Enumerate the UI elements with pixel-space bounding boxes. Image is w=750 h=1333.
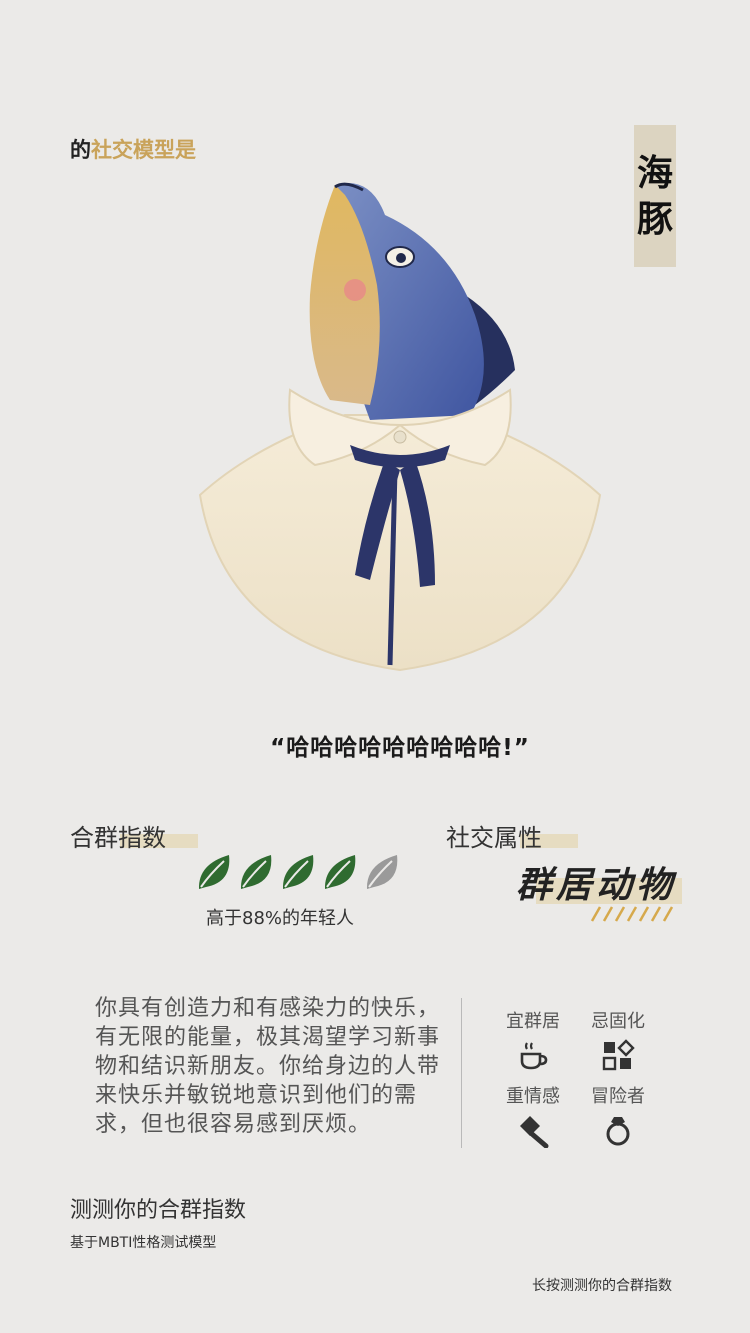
- quote-text: “哈哈哈哈哈哈哈哈哈!”: [270, 735, 530, 761]
- trait-label: 忌固化: [591, 1011, 645, 1032]
- attribute-title-highlight: [520, 834, 578, 848]
- vertical-divider: [461, 998, 462, 1148]
- hammer-icon: [520, 1116, 549, 1148]
- score-title-text: 合群指数: [70, 824, 166, 852]
- leaf-filled-icon: [282, 855, 314, 889]
- trait-emotional: 重情感: [489, 1082, 577, 1148]
- score-caption: 高于88%的年轻人: [206, 908, 355, 929]
- trait-avoid-rigidity: 忌固化: [574, 1007, 662, 1073]
- animal-name-char-2: 豚: [636, 198, 673, 240]
- leaf-rating: [196, 852, 400, 892]
- leaf-empty-icon: [366, 855, 398, 889]
- stripes-decoration: [590, 906, 674, 922]
- attribute-value: 群居动物: [516, 864, 677, 906]
- animal-name-tag: 海 豚: [634, 125, 676, 267]
- trait-label: 重情感: [506, 1086, 560, 1107]
- animal-name-char-1: 海: [636, 152, 673, 194]
- personality-description: 你具有创造力和有感染力的快乐，有无限的能量，极其渴望学习新事物和结识新朋友。你给…: [95, 996, 441, 1137]
- dolphin-illustration: [198, 182, 602, 672]
- long-press-hint: 长按测测你的合群指数: [532, 1278, 672, 1294]
- coffee-cup-icon: [520, 1042, 548, 1070]
- leaf-filled-icon: [240, 855, 272, 889]
- trait-label: 宜群居: [506, 1011, 560, 1032]
- score-title: 合群指数: [70, 818, 166, 853]
- trait-adventurer: 冒险者: [574, 1082, 662, 1148]
- trait-label: 冒险者: [591, 1086, 645, 1107]
- leaf-filled-icon: [198, 855, 230, 889]
- attribute-title: 社交属性: [446, 818, 542, 853]
- model-heading: 的社交模型是: [70, 134, 196, 164]
- trait-social: 宜群居: [489, 1007, 577, 1073]
- test-link-title[interactable]: 测测你的合群指数: [70, 1198, 247, 1223]
- ring-icon: [606, 1117, 630, 1146]
- test-link-subtitle: 基于MBTI性格测试模型: [70, 1235, 217, 1251]
- heading-label: 社交模型是: [91, 138, 196, 162]
- heading-prefix: 的: [70, 138, 91, 162]
- attribute-value-highlight: [536, 878, 682, 904]
- leaf-filled-icon: [324, 855, 356, 889]
- squares-diamond-icon: [602, 1039, 635, 1071]
- attribute-title-text: 社交属性: [446, 824, 542, 852]
- score-title-highlight: [120, 834, 198, 848]
